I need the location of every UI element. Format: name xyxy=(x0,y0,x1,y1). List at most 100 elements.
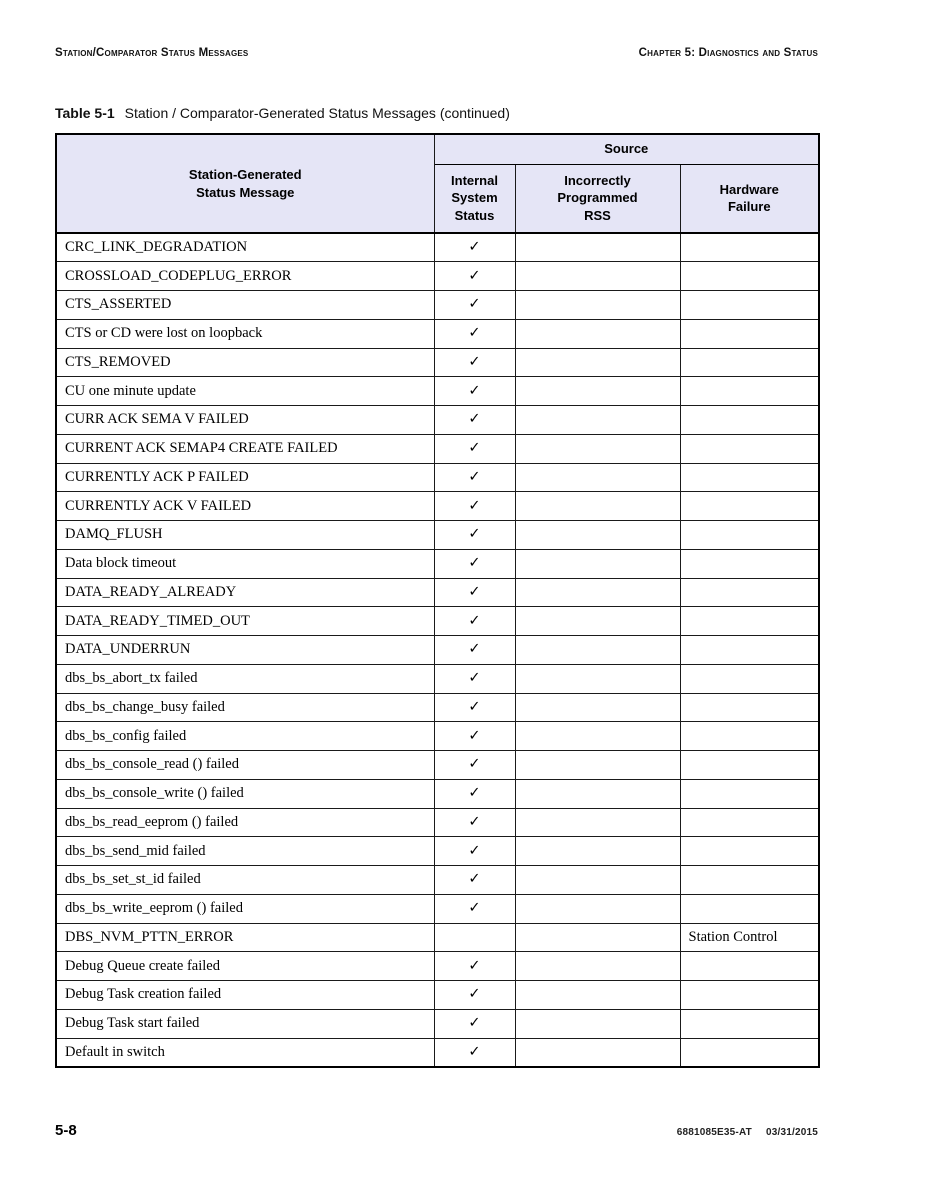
status-message-cell: DBS_NVM_PTTN_ERROR xyxy=(55,922,435,953)
table-row: CTS_REMOVED ✓ xyxy=(55,347,820,378)
incorrectly-programmed-rss-cell xyxy=(514,778,681,809)
table-row: DAMQ_FLUSH ✓ xyxy=(55,520,820,550)
column-header-incorrectly-programmed-rss: Incorrectly Programmed RSS xyxy=(514,163,681,234)
internal-system-status-cell: ✓ xyxy=(433,893,516,924)
table-row: DATA_READY_ALREADY ✓ xyxy=(55,577,820,608)
internal-system-status-cell: ✓ xyxy=(433,491,516,521)
table-row: Data block timeout ✓ xyxy=(55,548,820,579)
status-message-cell: CU one minute update xyxy=(55,376,435,406)
document-info: 6881085E35-AT 03/31/2015 xyxy=(663,1127,818,1138)
internal-system-status-cell: ✓ xyxy=(433,750,516,780)
status-message-cell: DATA_UNDERRUN xyxy=(55,635,435,665)
incorrectly-programmed-rss-cell xyxy=(514,520,681,550)
internal-system-status-cell: ✓ xyxy=(433,548,516,579)
hardware-failure-cell xyxy=(679,893,820,924)
table-row: CRC_LINK_DEGRADATION ✓ xyxy=(55,232,820,263)
hardware-failure-cell xyxy=(679,750,820,780)
hardware-failure-cell xyxy=(679,635,820,665)
hardware-failure-cell xyxy=(679,606,820,636)
table-header: Station-Generated Status Message Source … xyxy=(55,133,820,234)
hardware-failure-cell xyxy=(679,347,820,378)
internal-system-status-cell: ✓ xyxy=(433,1008,516,1039)
column-header-status-message: Station-Generated Status Message xyxy=(55,133,435,234)
table-row: Debug Task creation failed ✓ xyxy=(55,980,820,1010)
table-row: dbs_bs_console_write () failed ✓ xyxy=(55,778,820,809)
hardware-failure-cell xyxy=(679,778,820,809)
hardware-failure-cell xyxy=(679,692,820,723)
internal-system-status-cell: ✓ xyxy=(433,405,516,435)
table-row: CURRENT ACK SEMAP4 CREATE FAILED ✓ xyxy=(55,433,820,464)
page-footer: 5-8 6881085E35-AT 03/31/2015 xyxy=(55,1122,818,1139)
hardware-failure-cell xyxy=(679,548,820,579)
table-row: CURRENTLY ACK P FAILED ✓ xyxy=(55,462,820,493)
table-row: DBS_NVM_PTTN_ERROR Station Control xyxy=(55,922,820,953)
column-header-internal-system-status: Internal System Status xyxy=(433,163,516,234)
hardware-failure-cell xyxy=(679,520,820,550)
page-number: 5-8 xyxy=(55,1122,77,1139)
internal-system-status-cell xyxy=(433,922,516,953)
internal-system-status-cell: ✓ xyxy=(433,462,516,493)
table-body: CRC_LINK_DEGRADATION ✓ CROSSLOAD_CODEPLUG_… xyxy=(55,232,820,1068)
table-number-label: Table 5-1 xyxy=(55,105,115,121)
internal-system-status-cell: ✓ xyxy=(433,347,516,378)
table-caption: Table 5-1 Station / Comparator-Generated … xyxy=(55,105,510,121)
table-title-text: Station / Comparator-Generated Status Me… xyxy=(124,105,510,121)
table-row: dbs_bs_console_read () failed ✓ xyxy=(55,750,820,780)
incorrectly-programmed-rss-cell xyxy=(514,750,681,780)
hardware-failure-cell: Station Control xyxy=(679,922,820,953)
internal-system-status-cell: ✓ xyxy=(433,663,516,694)
table-row: dbs_bs_config failed ✓ xyxy=(55,721,820,751)
internal-system-status-cell: ✓ xyxy=(433,376,516,406)
table-row: DATA_READY_TIMED_OUT ✓ xyxy=(55,606,820,636)
internal-system-status-cell: ✓ xyxy=(433,865,516,895)
incorrectly-programmed-rss-cell xyxy=(514,606,681,636)
hardware-failure-cell xyxy=(679,577,820,608)
table-row: Debug Queue create failed ✓ xyxy=(55,951,820,981)
table-row: CTS_ASSERTED ✓ xyxy=(55,290,820,320)
status-message-cell: dbs_bs_set_st_id failed xyxy=(55,865,435,895)
status-message-cell: dbs_bs_config failed xyxy=(55,721,435,751)
table-row: CURR ACK SEMA V FAILED ✓ xyxy=(55,405,820,435)
header-row-subcolumns: Internal System Status Incorrectly Progr… xyxy=(56,163,820,234)
hardware-failure-cell xyxy=(679,232,820,263)
incorrectly-programmed-rss-cell xyxy=(514,577,681,608)
table-row: DATA_UNDERRUN ✓ xyxy=(55,635,820,665)
status-message-cell: DAMQ_FLUSH xyxy=(55,520,435,550)
hardware-failure-cell xyxy=(679,462,820,493)
table-row: dbs_bs_read_eeprom () failed ✓ xyxy=(55,807,820,838)
hardware-failure-cell xyxy=(679,1037,820,1068)
running-header: Station/Comparator Status Messages Chapt… xyxy=(55,47,818,59)
status-message-cell: CURRENT ACK SEMAP4 CREATE FAILED xyxy=(55,433,435,464)
incorrectly-programmed-rss-cell xyxy=(514,548,681,579)
hardware-failure-cell xyxy=(679,721,820,751)
hardware-failure-cell xyxy=(679,807,820,838)
status-message-cell: Debug Queue create failed xyxy=(55,951,435,981)
status-messages-table: Station-Generated Status Message Source … xyxy=(55,133,821,1068)
incorrectly-programmed-rss-cell xyxy=(514,318,681,349)
hardware-failure-cell xyxy=(679,261,820,291)
incorrectly-programmed-rss-cell xyxy=(514,635,681,665)
internal-system-status-cell: ✓ xyxy=(433,836,516,866)
incorrectly-programmed-rss-cell xyxy=(514,893,681,924)
incorrectly-programmed-rss-cell xyxy=(514,491,681,521)
internal-system-status-cell: ✓ xyxy=(433,778,516,809)
hardware-failure-cell xyxy=(679,491,820,521)
status-message-cell: CRC_LINK_DEGRADATION xyxy=(55,232,435,263)
table-row: dbs_bs_send_mid failed ✓ xyxy=(55,836,820,866)
incorrectly-programmed-rss-cell xyxy=(514,865,681,895)
incorrectly-programmed-rss-cell xyxy=(514,433,681,464)
hardware-failure-cell xyxy=(679,836,820,866)
status-message-cell: CTS_REMOVED xyxy=(55,347,435,378)
internal-system-status-cell: ✓ xyxy=(433,721,516,751)
column-header-hardware-failure: Hardware Failure xyxy=(679,163,820,234)
incorrectly-programmed-rss-cell xyxy=(514,232,681,263)
internal-system-status-cell: ✓ xyxy=(433,606,516,636)
internal-system-status-cell: ✓ xyxy=(433,232,516,263)
incorrectly-programmed-rss-cell xyxy=(514,347,681,378)
status-message-cell: dbs_bs_write_eeprom () failed xyxy=(55,893,435,924)
incorrectly-programmed-rss-cell xyxy=(514,922,681,953)
incorrectly-programmed-rss-cell xyxy=(514,807,681,838)
table-row: dbs_bs_write_eeprom () failed ✓ xyxy=(55,893,820,924)
incorrectly-programmed-rss-cell xyxy=(514,261,681,291)
status-message-cell: dbs_bs_read_eeprom () failed xyxy=(55,807,435,838)
